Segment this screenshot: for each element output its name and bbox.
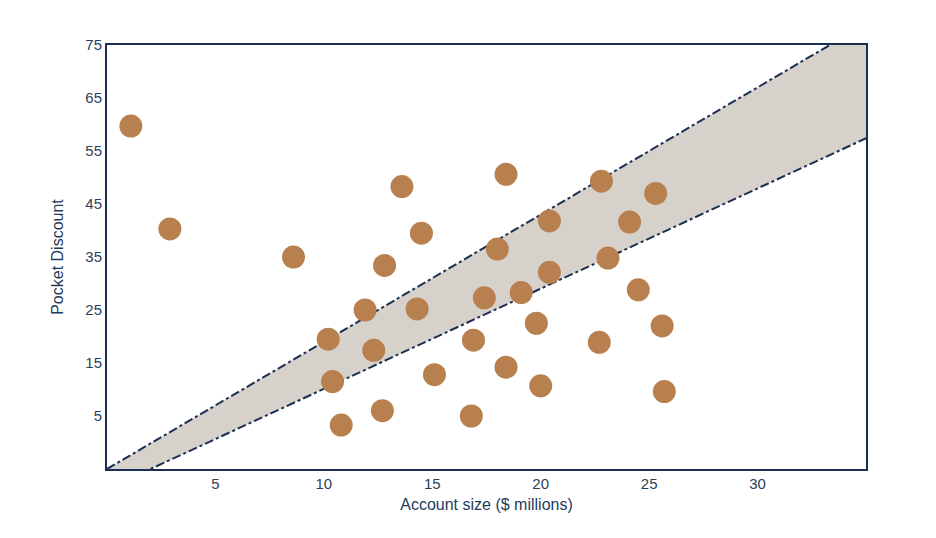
svg-text:5: 5 <box>211 475 219 492</box>
svg-text:25: 25 <box>641 475 658 492</box>
svg-text:65: 65 <box>85 89 102 106</box>
svg-text:45: 45 <box>85 195 102 212</box>
svg-text:5: 5 <box>94 407 102 424</box>
svg-text:Pocket Discount: Pocket Discount <box>49 199 66 315</box>
svg-text:15: 15 <box>424 475 441 492</box>
svg-text:75: 75 <box>85 36 102 53</box>
svg-text:25: 25 <box>85 301 102 318</box>
svg-text:Account size ($ millions): Account size ($ millions) <box>400 496 573 513</box>
svg-text:55: 55 <box>85 142 102 159</box>
svg-text:35: 35 <box>85 248 102 265</box>
svg-text:10: 10 <box>316 475 333 492</box>
svg-text:15: 15 <box>85 354 102 371</box>
svg-text:30: 30 <box>749 475 766 492</box>
svg-text:20: 20 <box>532 475 549 492</box>
